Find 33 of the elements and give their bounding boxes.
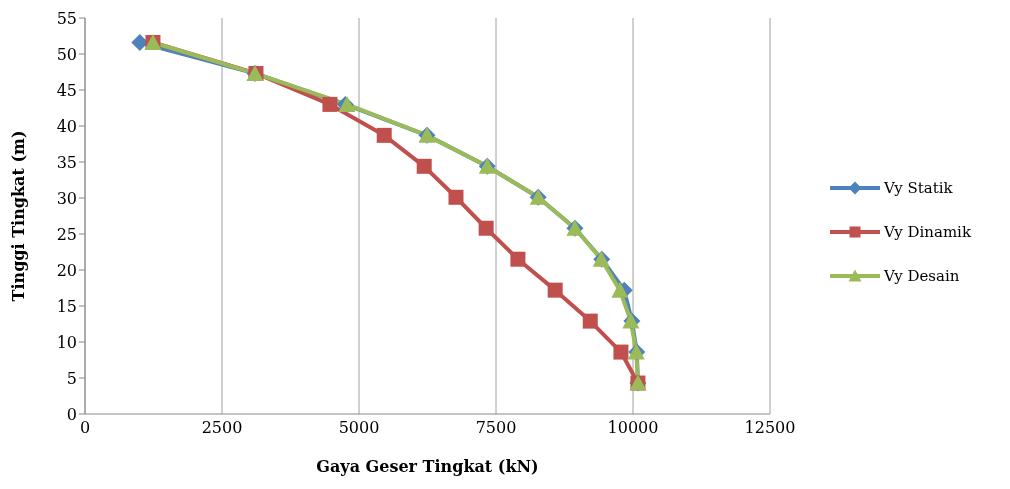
point: [611, 281, 629, 298]
point: [582, 313, 598, 329]
x-tick-label: 2500: [201, 418, 243, 438]
point: [547, 282, 563, 298]
y-tick-label: 30: [56, 188, 77, 208]
x-tick-label: 5000: [338, 418, 380, 438]
x-tick-label: 7500: [475, 418, 517, 438]
y-tick-label: 5: [66, 368, 77, 388]
y-tick-label: 0: [66, 404, 77, 424]
y-tick-label: 45: [56, 80, 77, 100]
legend-label: Vy Dinamik: [884, 222, 972, 241]
point: [416, 158, 432, 174]
x-tick-label: 10000: [607, 418, 659, 438]
x-axis-title: Gaya Geser Tingkat (kN): [316, 457, 539, 476]
y-tick-label: 35: [56, 152, 77, 172]
legend-label: Vy Desain: [884, 266, 960, 285]
point: [322, 96, 338, 112]
legend-label: Vy Statik: [884, 178, 953, 197]
y-tick-label: 50: [56, 44, 77, 64]
y-tick-label: 20: [56, 260, 77, 280]
x-tick-label: 12500: [744, 418, 796, 438]
y-tick-label: 10: [56, 332, 77, 352]
y-tick-label: 55: [56, 8, 77, 28]
y-tick-label: 25: [56, 224, 77, 244]
y-axis-title: Tinggi Tingkat (m): [8, 130, 28, 302]
point: [376, 127, 392, 143]
x-tick-label: 0: [79, 418, 91, 438]
point: [613, 344, 629, 360]
point: [448, 189, 464, 205]
y-tick-label: 40: [56, 116, 77, 136]
y-tick-label: 15: [56, 296, 77, 316]
point: [478, 220, 494, 236]
point: [510, 251, 526, 267]
